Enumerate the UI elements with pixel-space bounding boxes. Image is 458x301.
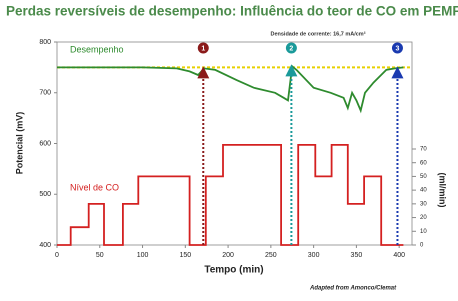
chart-title: Perdas reversíveis de desempenho: Influê… (6, 4, 458, 19)
y-axis-label: Potencial (mV) (14, 112, 24, 175)
y2-axis-label: (ml/min) (438, 173, 448, 208)
series-line (57, 144, 404, 246)
x-tick-label: 350 (351, 252, 363, 259)
marker-label: 3 (396, 45, 400, 52)
y2-tick-label: 10 (420, 229, 427, 235)
x-tick-label: 400 (393, 252, 405, 259)
x-tick-label: 100 (137, 252, 149, 259)
y-tick-label: 600 (39, 140, 51, 147)
y-tick-label: 700 (39, 90, 51, 97)
y-tick-label: 500 (39, 191, 51, 198)
series-label: Nível de CO (70, 182, 119, 192)
y2-tick-label: 30 (420, 201, 427, 207)
y2-tick-label: 70 (420, 147, 427, 153)
x-tick-label: 200 (222, 252, 234, 259)
x-tick-label: 50 (96, 252, 104, 259)
marker-label: 2 (289, 45, 293, 52)
y2-tick-label: 20 (420, 215, 427, 221)
marker-label: 1 (201, 45, 205, 52)
y2-tick-label: 0 (420, 243, 424, 249)
marker-badge (197, 42, 209, 54)
subtitle: Densidade de corrente: 16,7 mA/cm² (270, 30, 365, 37)
source-note: Adapted from Amonco/Clemat (309, 286, 397, 292)
marker-badge (391, 42, 403, 54)
y-tick-label: 400 (39, 242, 51, 249)
x-tick-label: 150 (179, 252, 191, 259)
y-tick-label: 800 (39, 39, 51, 46)
y2-tick-label: 50 (420, 174, 427, 180)
series-label: Desempenho (70, 44, 124, 54)
y2-tick-label: 60 (420, 160, 427, 166)
x-tick-label: 300 (308, 252, 320, 259)
plot-area (56, 41, 413, 246)
x-tick-label: 250 (265, 252, 277, 259)
marker-badge (285, 42, 297, 54)
x-axis-label: Tempo (min) (204, 265, 263, 276)
series-line (57, 64, 404, 114)
y2-tick-label: 40 (420, 188, 427, 194)
x-tick-label: 0 (55, 252, 59, 259)
